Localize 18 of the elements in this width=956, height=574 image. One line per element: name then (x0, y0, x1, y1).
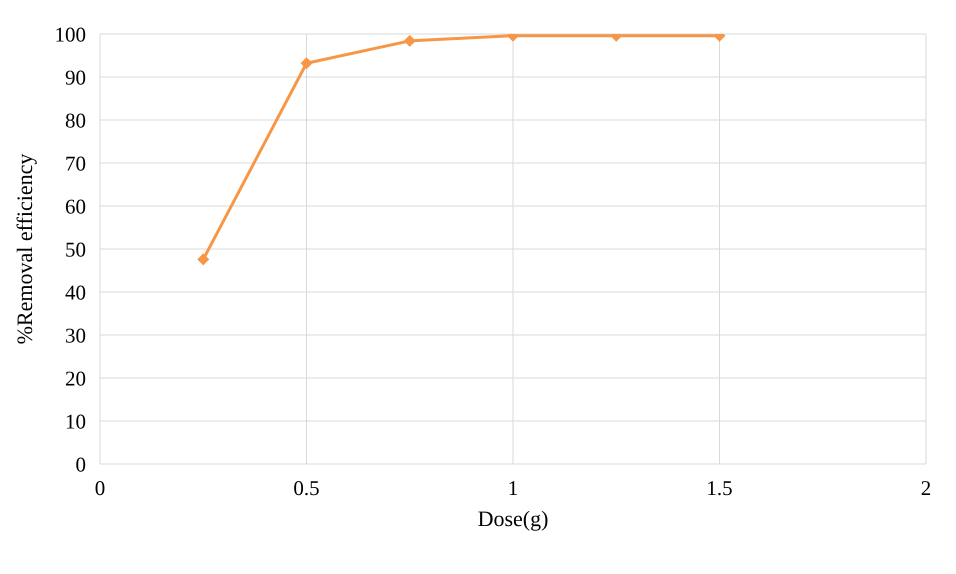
y-tick-label: 80 (65, 108, 86, 132)
y-axis-title: %Removal efficiency (12, 154, 37, 344)
x-axis-title: Dose(g) (478, 506, 548, 531)
x-tick-label: 1.5 (706, 476, 733, 500)
y-tick-label: 60 (65, 194, 86, 218)
y-tick-label: 100 (54, 22, 86, 46)
x-tick-label: 0.5 (293, 476, 320, 500)
y-tick-label: 40 (65, 280, 86, 304)
y-tick-label: 0 (76, 452, 86, 476)
y-tick-label: 70 (65, 151, 86, 176)
y-tick-label: 10 (65, 409, 86, 434)
y-tick-label: 50 (65, 237, 86, 262)
y-tick-label: 30 (65, 323, 86, 348)
y-tick-label: 90 (65, 65, 86, 90)
y-tick-label: 20 (65, 366, 86, 390)
x-tick-label: 1 (508, 476, 518, 500)
x-tick-label: 0 (94, 476, 106, 500)
x-tick-label: 2 (920, 476, 932, 500)
